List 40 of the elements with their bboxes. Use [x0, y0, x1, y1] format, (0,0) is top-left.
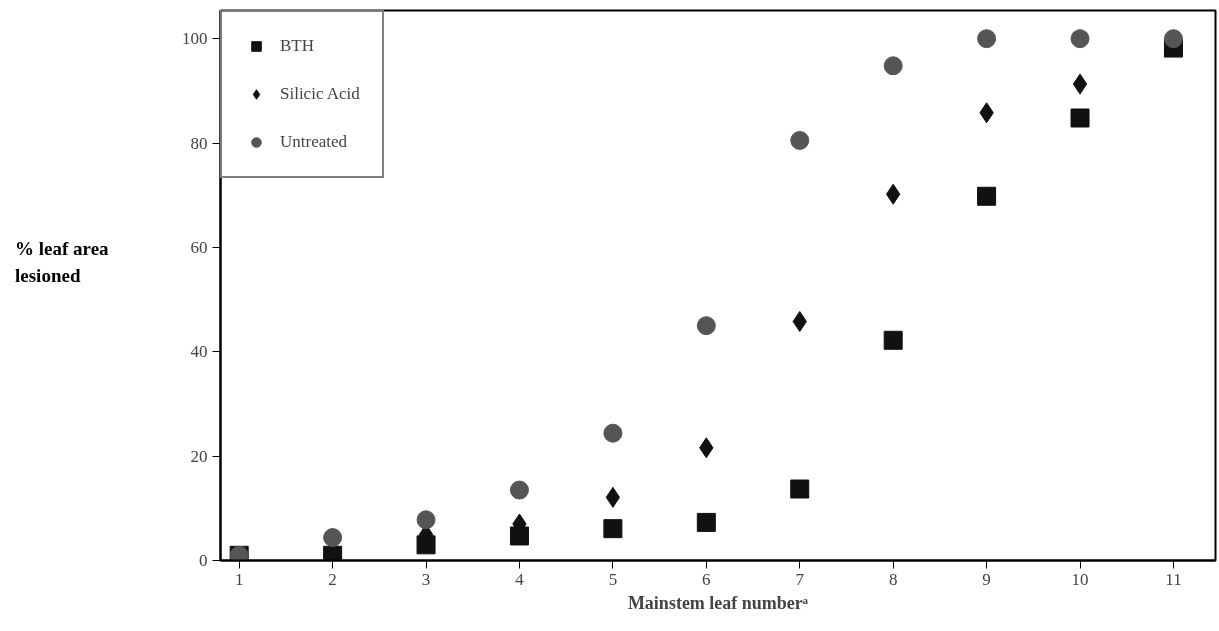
- x-tick-label: 1: [234, 569, 244, 589]
- x-tick-label: 7: [795, 569, 805, 589]
- y-tick-label: 0: [199, 551, 208, 570]
- point: [696, 316, 716, 336]
- x-tick-label: 5: [608, 569, 618, 589]
- point: [1070, 108, 1090, 128]
- point: [696, 512, 716, 532]
- y-tick-label: 100: [182, 29, 208, 49]
- x-tick-label: 2: [328, 569, 337, 589]
- point: [977, 29, 997, 49]
- point: [416, 510, 436, 530]
- y-tick-label: 40: [190, 342, 208, 362]
- legend-label: Silicic Acid: [280, 84, 360, 104]
- point: [790, 130, 810, 150]
- x-tick-label: 11: [1165, 569, 1182, 589]
- y-tick-label: 20: [190, 446, 208, 466]
- point: [509, 480, 529, 500]
- x-tick-label: 10: [1071, 569, 1089, 589]
- point: [603, 519, 623, 539]
- point: [1163, 29, 1183, 49]
- point: [977, 186, 997, 206]
- point: [603, 423, 623, 443]
- point: [1072, 73, 1088, 95]
- y-axis-title: % leaf area lesioned: [15, 237, 110, 289]
- x-tick-label: 6: [702, 569, 711, 589]
- point: [883, 330, 903, 350]
- x-tick-label: 9: [982, 569, 991, 589]
- point: [1070, 29, 1090, 49]
- x-axis-title: Mainstem leaf numberᵃ: [627, 592, 809, 613]
- x-tick-label: 3: [421, 569, 431, 589]
- y-tick-label: 60: [190, 237, 208, 257]
- point: [323, 528, 343, 548]
- legend-label: BTH: [280, 36, 314, 56]
- point: [605, 486, 621, 508]
- legend-label: Untreated: [280, 132, 348, 152]
- x-tick-label: 8: [888, 569, 898, 589]
- y-tick-label: 80: [190, 133, 208, 153]
- point: [883, 56, 903, 76]
- point: [790, 479, 810, 499]
- x-tick-label: 4: [515, 569, 525, 589]
